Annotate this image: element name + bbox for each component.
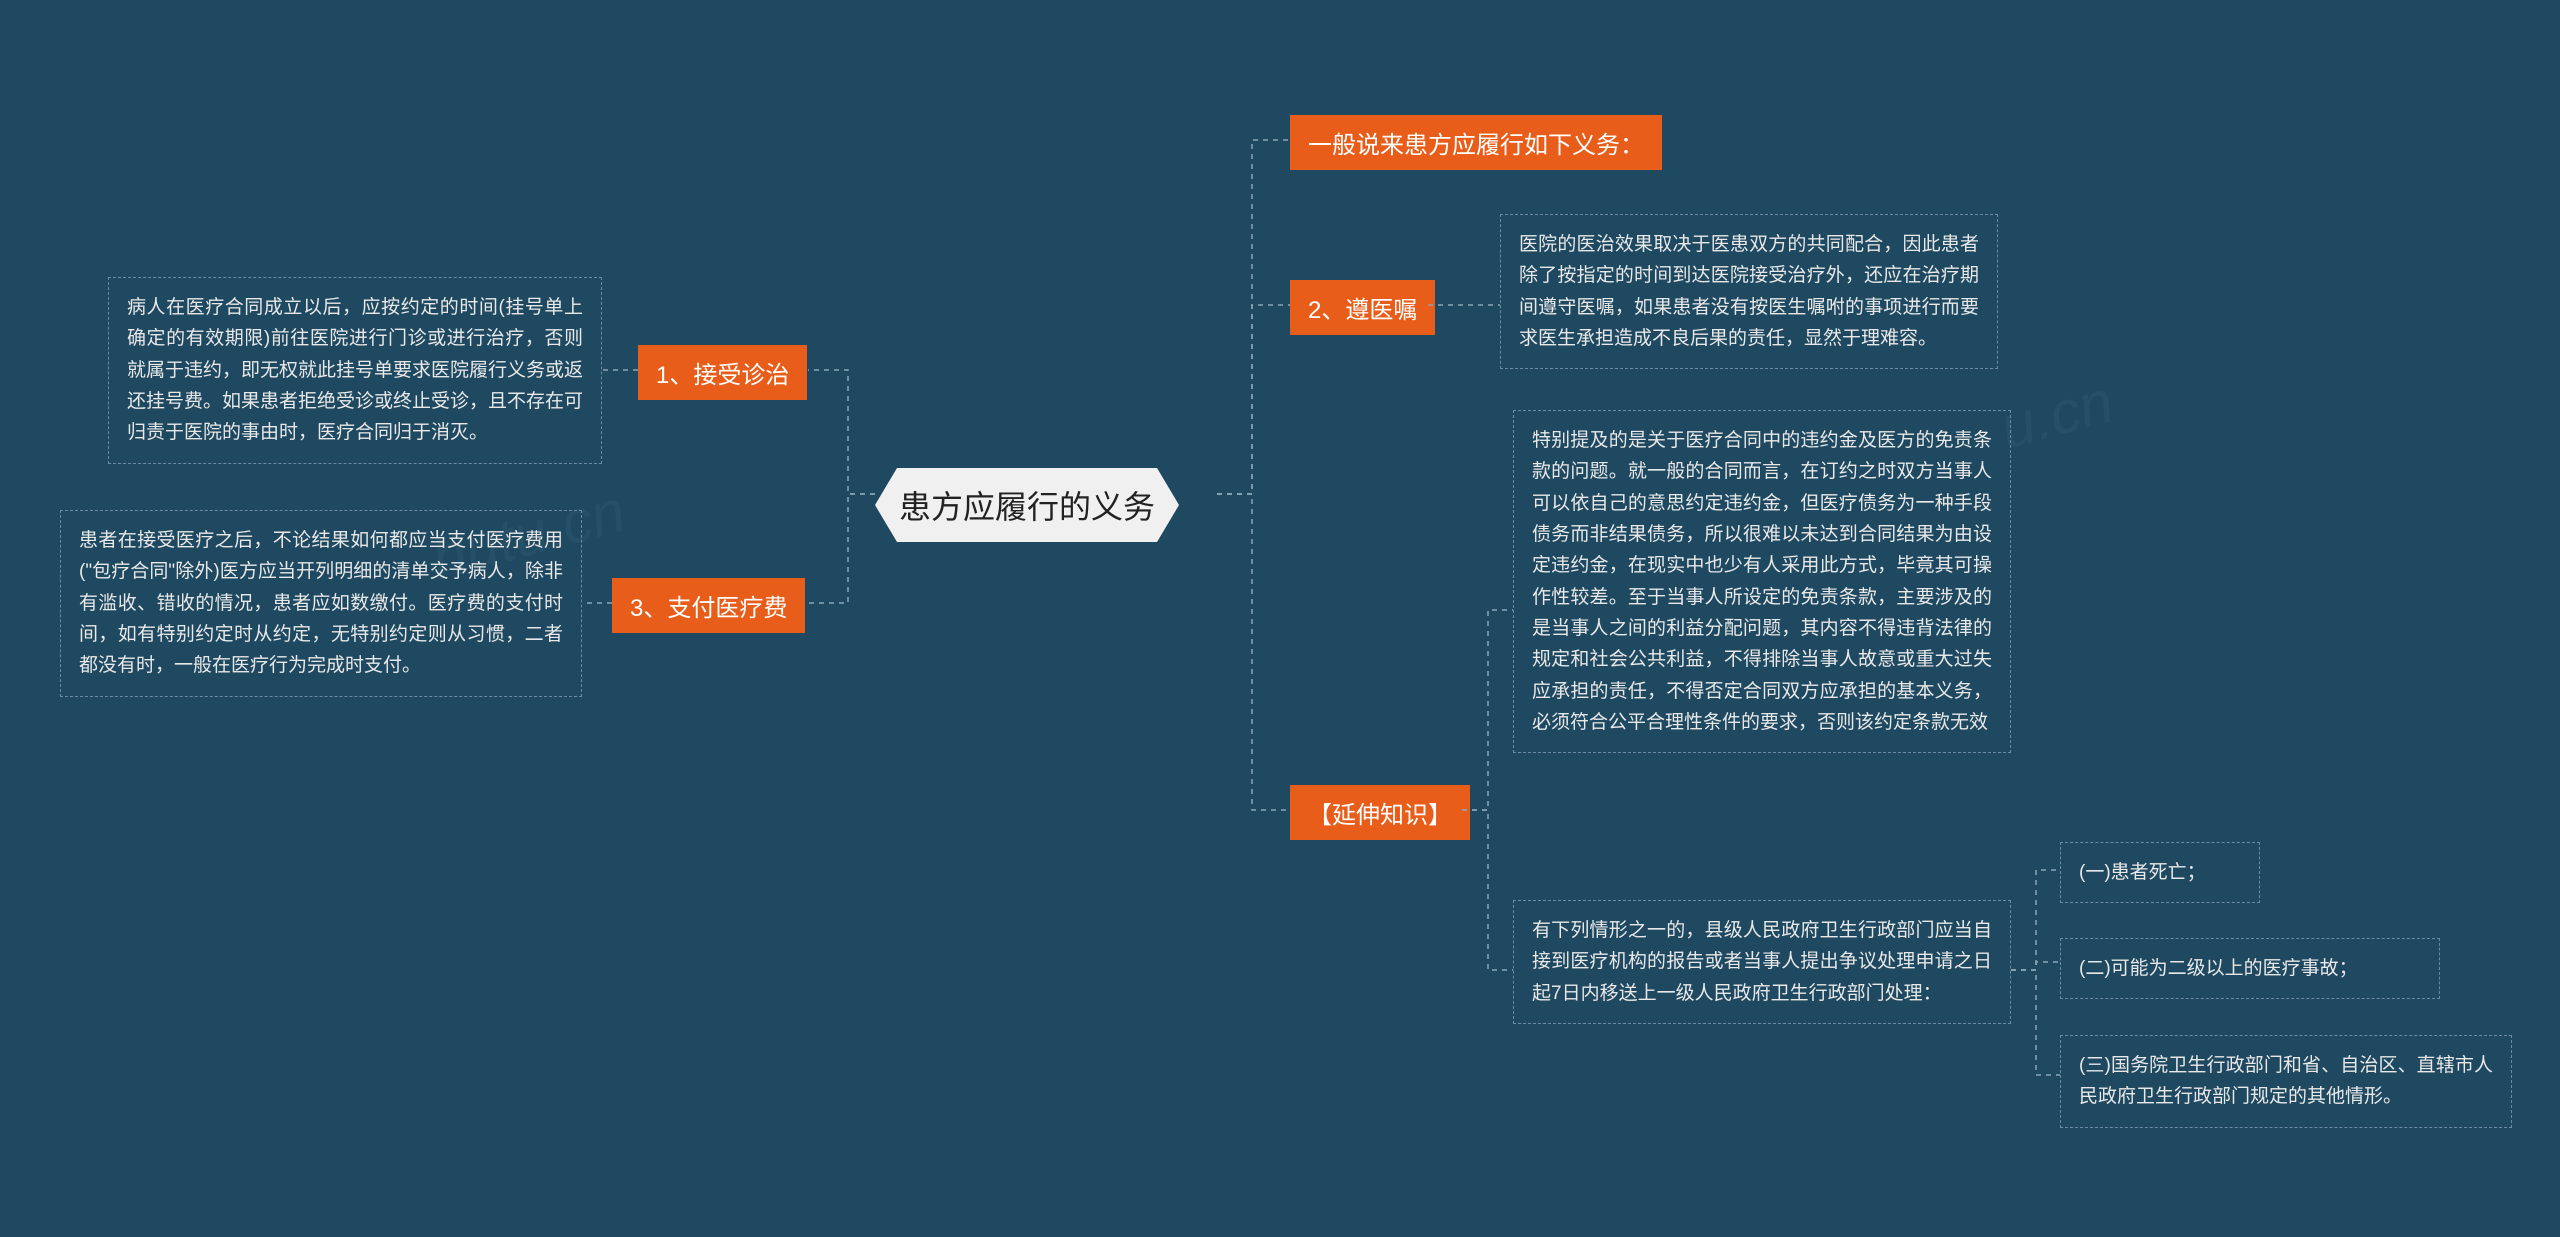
detail-ext-child-1: (一)患者死亡； — [2060, 842, 2260, 903]
detail-follow-advice: 医院的医治效果取决于医患双方的共同配合，因此患者除了按指定的时间到达医院接受治疗… — [1500, 214, 1998, 369]
detail-extended-2: 有下列情形之一的，县级人民政府卫生行政部门应当自接到医疗机构的报告或者当事人提出… — [1513, 900, 2011, 1024]
node-follow-advice: 2、遵医嘱 — [1290, 280, 1435, 335]
node-accept-treatment: 1、接受诊治 — [638, 345, 807, 400]
node-intro: 一般说来患方应履行如下义务： — [1290, 115, 1662, 170]
detail-accept-treatment: 病人在医疗合同成立以后，应按约定的时间(挂号单上确定的有效期限)前往医院进行门诊… — [108, 277, 602, 464]
node-pay-fee: 3、支付医疗费 — [612, 578, 805, 633]
node-extended: 【延伸知识】 — [1290, 785, 1470, 840]
detail-pay-fee: 患者在接受医疗之后，不论结果如何都应当支付医疗费用("包疗合同"除外)医方应当开… — [60, 510, 582, 697]
detail-extended-1: 特别提及的是关于医疗合同中的违约金及医方的免责条款的问题。就一般的合同而言，在订… — [1513, 410, 2011, 753]
detail-ext-child-2: (二)可能为二级以上的医疗事故； — [2060, 938, 2440, 999]
detail-ext-child-3: (三)国务院卫生行政部门和省、自治区、直辖市人民政府卫生行政部门规定的其他情形。 — [2060, 1035, 2512, 1128]
root-node: 患方应履行的义务 — [875, 468, 1179, 542]
watermark: u.cn — [1993, 366, 2120, 462]
